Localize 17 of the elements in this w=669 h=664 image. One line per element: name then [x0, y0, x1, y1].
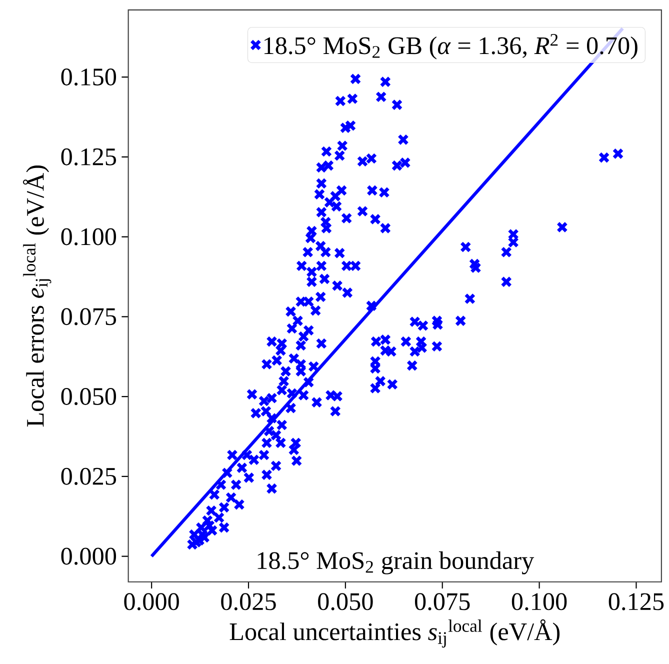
x-tick-label: 0.100 [512, 592, 567, 610]
y-tick-label: 0.025 [61, 468, 116, 485]
x-tick-label: 0.025 [221, 592, 276, 610]
x-tick-label: 0.000 [124, 592, 179, 610]
annotation: 18.5° MoS$_{2}$ grain boundary [258, 551, 534, 574]
y-tick-label: 0.000 [61, 548, 116, 565]
y-tick-label: 0.100 [61, 228, 116, 246]
y-tick-label: 0.150 [61, 68, 116, 86]
y-axis-title: Local errors e$_{ij}$$^{local}$ (eV/Å) [23, 165, 52, 426]
x-axis-title: Local uncertainties s$_{ij}$$^{local}$ (eV/Å) [230, 619, 560, 648]
x-tick-label: 0.050 [318, 592, 373, 610]
y-tick-label: 0.125 [61, 148, 116, 166]
y-tick-label: 0.050 [61, 388, 116, 405]
y-tick-label: 0.075 [61, 308, 116, 326]
x-tick-label: 0.125 [608, 592, 664, 610]
x-tick-label: 0.075 [414, 592, 470, 610]
legend-label: 18.5° MoS$_{2}$ GB (α = 1.36, R$^{2}$ = 0.70) [264, 34, 638, 60]
